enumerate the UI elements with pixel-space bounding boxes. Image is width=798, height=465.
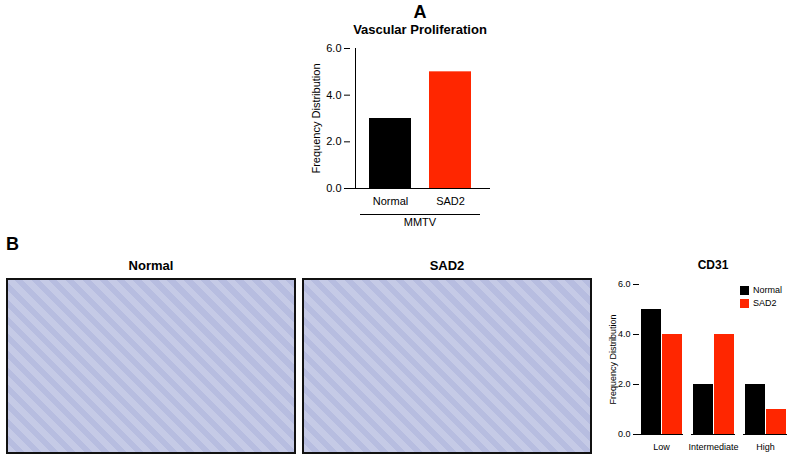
svg-text:6.0: 6.0 xyxy=(618,279,631,289)
html-text:Vascular Proliferation: Vascular Proliferation xyxy=(353,22,487,37)
svg-text:4.0: 4.0 xyxy=(326,89,341,101)
html-text:CD31: CD31 xyxy=(697,258,729,272)
svg-text:6.0: 6.0 xyxy=(326,42,341,54)
svg-text:4.0: 4.0 xyxy=(618,329,631,339)
html-text:SAD2: SAD2 xyxy=(753,298,777,308)
html-text:SAD2: SAD2 xyxy=(429,258,465,273)
svg-text:0.0: 0.0 xyxy=(326,182,341,194)
svg-text:Frequency Distribution: Frequency Distribution xyxy=(608,314,618,404)
svg-text:2.0: 2.0 xyxy=(618,379,631,389)
svg-text:SAD2: SAD2 xyxy=(436,195,465,207)
html-text:MMTV: MMTV xyxy=(403,216,437,228)
svg-text:Low: Low xyxy=(653,442,670,452)
svg-text:Frequency Distribution: Frequency Distribution xyxy=(310,63,322,173)
html-text:B: B xyxy=(6,234,19,254)
html-text:A: A xyxy=(413,2,427,22)
svg-text:Normal: Normal xyxy=(373,195,408,207)
svg-text:0.0: 0.0 xyxy=(618,429,631,439)
html-text:Normal: Normal xyxy=(128,258,174,273)
svg-text:2.0: 2.0 xyxy=(326,135,341,147)
svg-text:Intermediate: Intermediate xyxy=(688,442,738,452)
html-text:Normal: Normal xyxy=(753,285,782,295)
svg-text:High: High xyxy=(756,442,775,452)
